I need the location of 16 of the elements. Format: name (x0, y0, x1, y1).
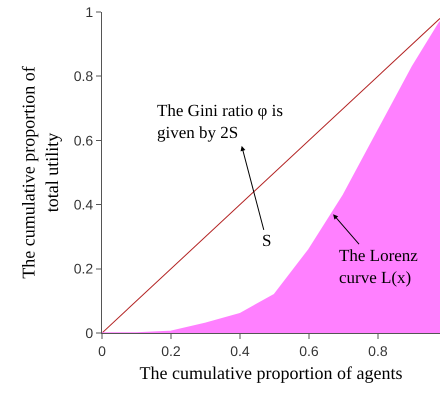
x-tick-label: 0.2 (161, 342, 181, 359)
y-tick-label: 0.6 (74, 132, 94, 148)
y-tick-label: 0.4 (74, 196, 94, 212)
y-tick-label: 1 (85, 4, 94, 20)
x-tick-label: 0.6 (299, 342, 319, 359)
annotation: The Lorenz curve L(x) (339, 246, 418, 288)
y-tick-label: 0.8 (74, 68, 94, 84)
x-tick-label: 0 (98, 342, 106, 359)
y-axis-title: The cumulative proportion of total utility (18, 66, 62, 279)
annotation: The Gini ratio φ is given by 2S (157, 101, 283, 142)
x-axis-title: The cumulative proportion of agents (140, 362, 402, 383)
x-tick-label: 0.8 (368, 342, 388, 359)
y-tick-label: 0 (85, 324, 94, 341)
annotation: S (262, 231, 272, 250)
y-tick-label: 0.2 (74, 260, 94, 277)
x-tick-label: 0.4 (230, 342, 250, 359)
